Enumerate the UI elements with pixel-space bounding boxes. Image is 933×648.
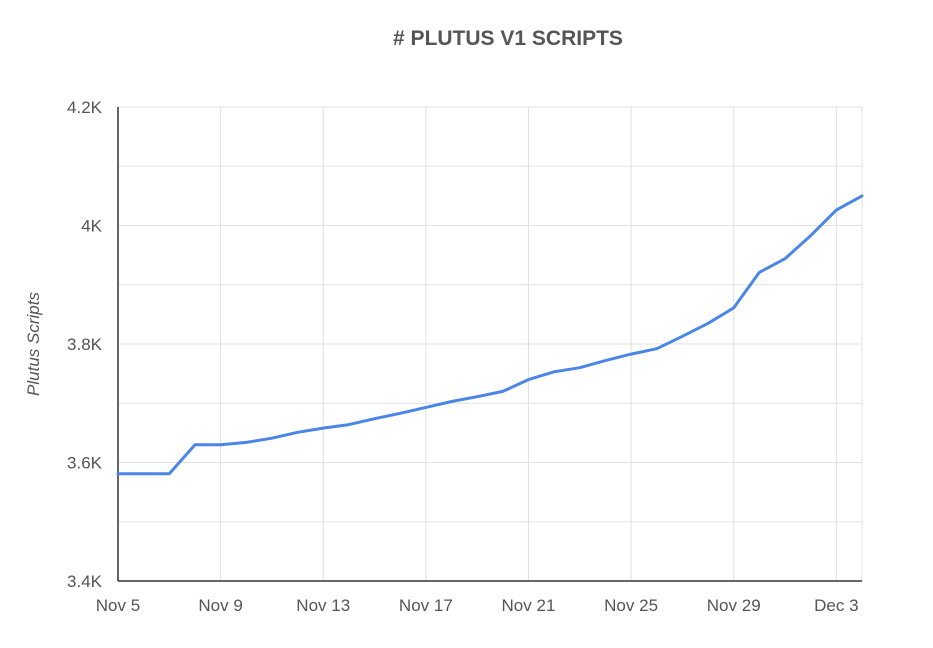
data-point bbox=[784, 258, 786, 260]
grid bbox=[118, 106, 863, 582]
chart-title: # PLUTUS V1 SCRIPTS bbox=[393, 27, 623, 50]
series-line bbox=[116, 194, 864, 476]
data-point bbox=[348, 424, 350, 426]
data-point bbox=[271, 437, 273, 439]
data-point bbox=[835, 209, 837, 211]
data-point bbox=[861, 195, 863, 197]
data-point bbox=[810, 235, 812, 237]
data-point bbox=[220, 444, 222, 446]
x-axis-ticks: Nov 5 Nov 9 Nov 13 Nov 17 Nov 21 Nov 25 Nov 29… bbox=[96, 596, 859, 615]
x-tick-label: Nov 5 bbox=[96, 596, 140, 615]
data-point bbox=[143, 473, 145, 475]
data-point bbox=[502, 390, 504, 392]
data-point bbox=[553, 371, 555, 373]
y-tick-label: 3.8K bbox=[67, 335, 103, 354]
x-tick-label: Nov 21 bbox=[502, 596, 556, 615]
data-point bbox=[681, 335, 683, 337]
series-layer bbox=[116, 194, 864, 476]
x-tick-label: Dec 3 bbox=[814, 596, 858, 615]
data-point bbox=[245, 441, 247, 443]
y-axis-ticks: 3.4K 3.6K 3.8K 4K 4.2K bbox=[67, 98, 103, 591]
data-point bbox=[527, 379, 529, 381]
y-tick-label: 3.6K bbox=[67, 454, 103, 473]
data-point bbox=[758, 271, 760, 273]
data-point bbox=[374, 418, 376, 420]
data-point bbox=[399, 412, 401, 414]
y-tick-label: 3.4K bbox=[67, 572, 103, 591]
data-point bbox=[425, 406, 427, 408]
x-tick-label: Nov 25 bbox=[604, 596, 658, 615]
data-point bbox=[733, 307, 735, 309]
data-point bbox=[707, 322, 709, 324]
y-tick-label: 4K bbox=[81, 217, 102, 236]
data-point bbox=[476, 396, 478, 398]
data-point bbox=[168, 473, 170, 475]
x-tick-label: Nov 29 bbox=[707, 596, 761, 615]
x-tick-label: Nov 9 bbox=[198, 596, 242, 615]
data-point bbox=[117, 473, 119, 475]
data-point bbox=[656, 348, 658, 350]
data-point bbox=[630, 353, 632, 355]
y-tick-label: 4.2K bbox=[67, 98, 103, 117]
x-tick-label: Nov 13 bbox=[296, 596, 350, 615]
data-point bbox=[194, 444, 196, 446]
data-point bbox=[579, 367, 581, 369]
x-tick-label: Nov 17 bbox=[399, 596, 453, 615]
data-point bbox=[604, 360, 606, 362]
data-point bbox=[451, 400, 453, 402]
data-point bbox=[322, 427, 324, 429]
data-point bbox=[297, 431, 299, 433]
y-axis-label: Plutus Scripts bbox=[24, 292, 43, 396]
